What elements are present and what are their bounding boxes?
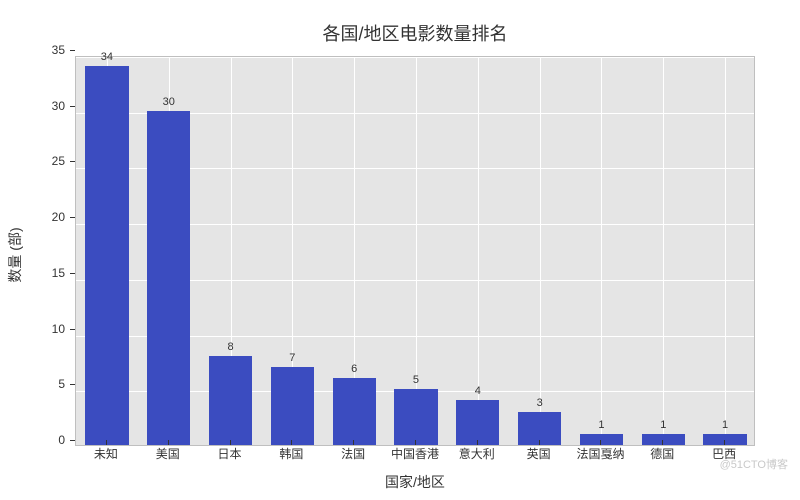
x-tick-label: 美国 — [156, 445, 180, 462]
y-tick-label: 10 — [52, 322, 65, 336]
bar — [85, 66, 128, 445]
bar — [703, 434, 746, 445]
x-tick-mark — [539, 440, 540, 445]
bars-layer: 3430876543111 — [76, 57, 754, 445]
bar — [333, 378, 376, 445]
bar-group: 7 — [271, 367, 314, 445]
x-axis-label: 国家/地区 — [75, 472, 755, 492]
x-tick-mark — [477, 440, 478, 445]
bar-value-label: 5 — [413, 374, 419, 386]
bar-value-label: 4 — [475, 385, 481, 397]
bar-value-label: 8 — [227, 341, 233, 353]
bar-group: 5 — [394, 389, 437, 445]
x-tick-label: 日本 — [218, 445, 242, 462]
bar-value-label: 1 — [660, 419, 666, 431]
x-tick-label: 未知 — [94, 445, 118, 462]
bar-value-label: 34 — [101, 51, 113, 63]
bar-value-label: 6 — [351, 363, 357, 375]
bar-group: 4 — [456, 400, 499, 445]
x-tick-mark — [106, 440, 107, 445]
bar — [147, 111, 190, 445]
chart-title: 各国/地区电影数量排名 — [75, 20, 755, 46]
y-tick-label: 25 — [52, 154, 65, 168]
bar-value-label: 3 — [537, 397, 543, 409]
bar-group: 6 — [333, 378, 376, 445]
x-tick-label: 韩国 — [279, 445, 303, 462]
y-tick-label: 15 — [52, 266, 65, 280]
x-tick-label: 英国 — [527, 445, 551, 462]
x-tick-label: 法国戛纳 — [576, 445, 624, 462]
bar — [456, 400, 499, 445]
bar-value-label: 30 — [163, 96, 175, 108]
y-tick-label: 5 — [58, 377, 65, 391]
bar — [209, 356, 252, 445]
bar-value-label: 7 — [289, 352, 295, 364]
bar — [394, 389, 437, 445]
x-tick-mark — [353, 440, 354, 445]
x-tick-mark — [230, 440, 231, 445]
bar-value-label: 1 — [722, 419, 728, 431]
x-tick-mark — [415, 440, 416, 445]
chart-container: 各国/地区电影数量排名 3430876543111 — [75, 20, 755, 450]
y-tick-label: 35 — [52, 43, 65, 57]
x-tick-label: 德国 — [650, 445, 674, 462]
y-axis: 05101520253035 — [40, 50, 70, 440]
bar-group: 30 — [147, 111, 190, 445]
bar-group: 3 — [518, 412, 561, 445]
y-tick-label: 20 — [52, 210, 65, 224]
bar-group: 1 — [703, 434, 746, 445]
plot-area: 3430876543111 — [75, 56, 755, 446]
y-tick-label: 0 — [58, 433, 65, 447]
x-tick-label: 巴西 — [712, 445, 736, 462]
y-tick-label: 30 — [52, 99, 65, 113]
bar-group: 34 — [85, 66, 128, 445]
y-axis-label: 数量 (部) — [5, 227, 25, 282]
x-tick-label: 法国 — [341, 445, 365, 462]
x-tick-label: 中国香港 — [391, 445, 439, 462]
bar-value-label: 1 — [598, 419, 604, 431]
bar — [518, 412, 561, 445]
x-tick-label: 意大利 — [459, 445, 495, 462]
bar — [271, 367, 314, 445]
x-tick-mark — [168, 440, 169, 445]
x-tick-mark — [724, 440, 725, 445]
x-tick-mark — [600, 440, 601, 445]
x-tick-mark — [662, 440, 663, 445]
bar-group: 8 — [209, 356, 252, 445]
x-tick-mark — [291, 440, 292, 445]
